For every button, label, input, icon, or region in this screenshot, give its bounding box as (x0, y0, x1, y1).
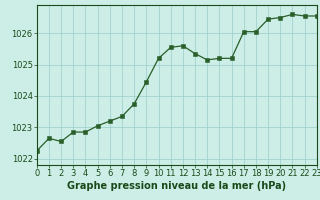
X-axis label: Graphe pression niveau de la mer (hPa): Graphe pression niveau de la mer (hPa) (67, 181, 286, 191)
